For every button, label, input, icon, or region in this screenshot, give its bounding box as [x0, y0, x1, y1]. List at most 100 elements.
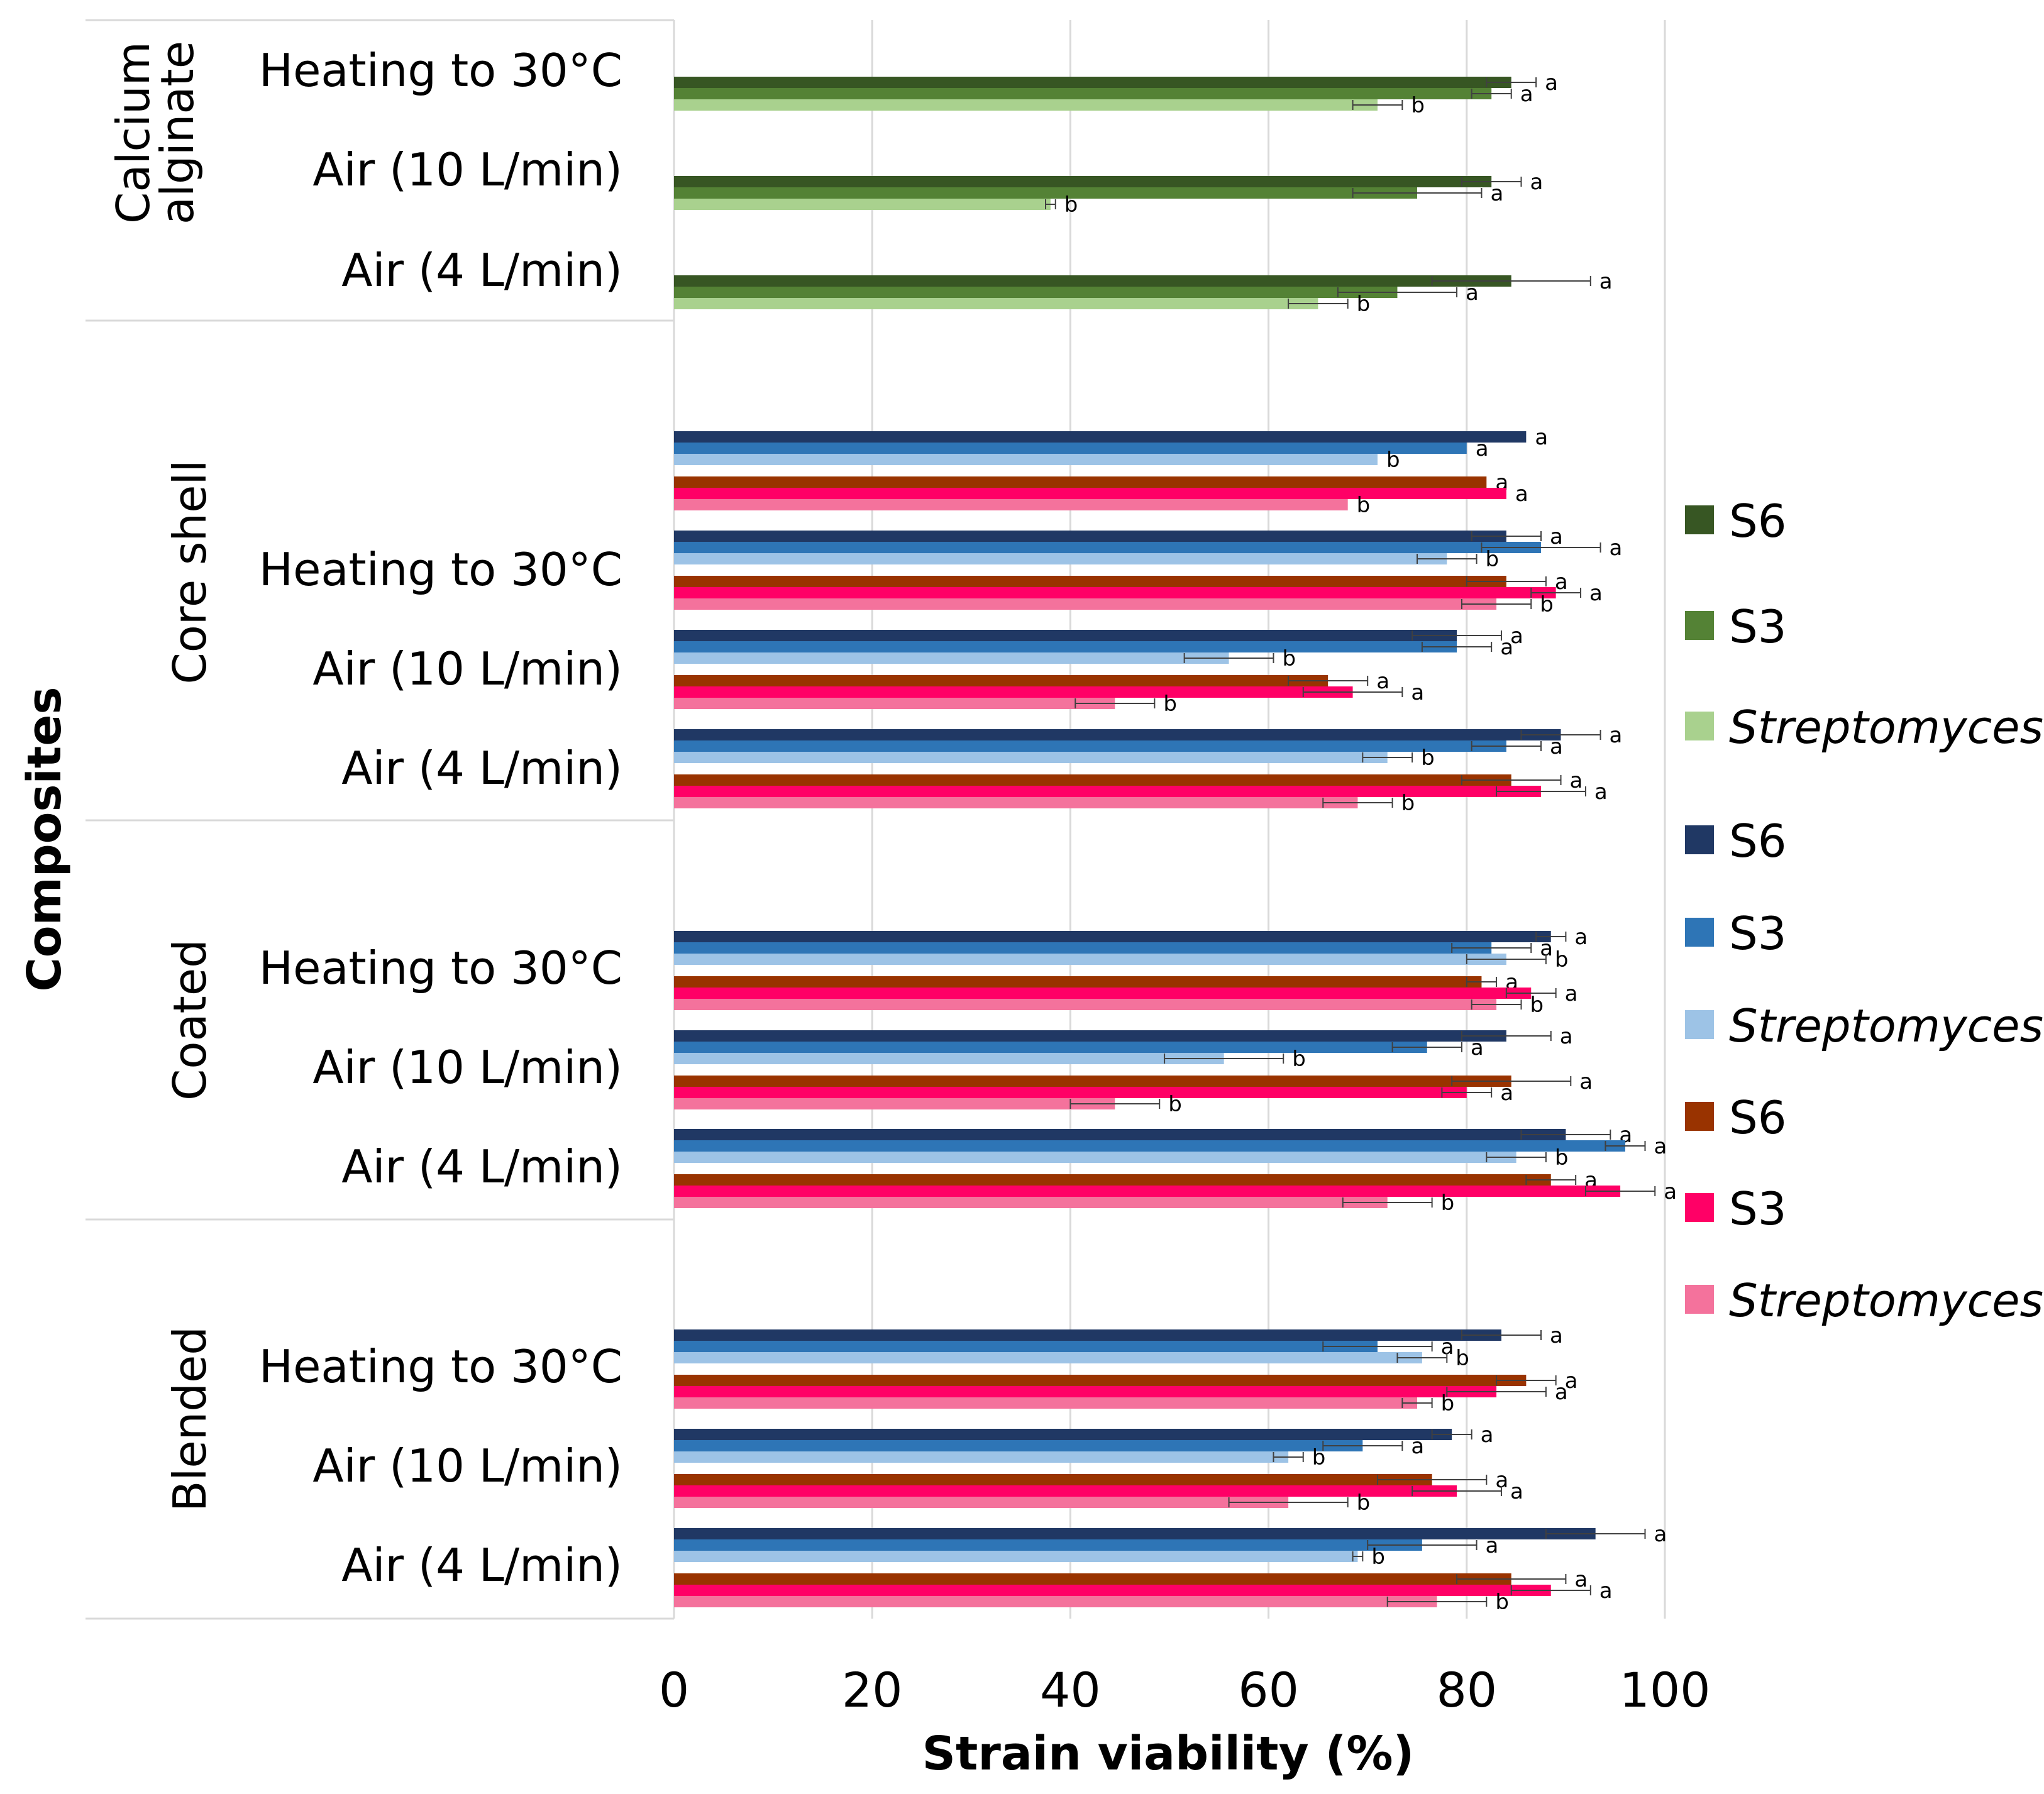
category-label: Heating to 30°C: [259, 942, 622, 994]
significance-label: b: [1357, 1490, 1371, 1516]
bar: [674, 1440, 1363, 1451]
bar: [674, 698, 1115, 709]
significance-label: b: [1282, 646, 1296, 671]
bar: [674, 443, 1467, 454]
significance-label: a: [1466, 280, 1479, 305]
bar: [674, 686, 1353, 698]
bar: [674, 1140, 1625, 1152]
bar: [674, 1573, 1511, 1585]
bar: [674, 630, 1457, 641]
significance-label: a: [1664, 1179, 1677, 1204]
bar: [674, 1528, 1596, 1539]
bar: [674, 675, 1329, 686]
bar: [674, 298, 1318, 309]
bar: [674, 1497, 1289, 1508]
significance-label: b: [1495, 1590, 1509, 1615]
bar: [674, 88, 1492, 99]
bar: [674, 199, 1051, 210]
significance-label: a: [1471, 1035, 1484, 1060]
bar: [674, 729, 1561, 740]
significance-label: a: [1500, 1081, 1513, 1106]
category-label: Air (10 L/min): [312, 642, 622, 695]
category-label: Air (4 L/min): [341, 1140, 622, 1193]
bar: [674, 1375, 1527, 1386]
bar: [674, 942, 1492, 954]
significance-label: a: [1555, 1380, 1568, 1405]
significance-label: b: [1357, 292, 1371, 317]
bar: [674, 752, 1388, 763]
bar: [674, 287, 1398, 298]
legend-swatch: [1685, 918, 1714, 947]
significance-label: a: [1495, 1468, 1508, 1493]
x-tick-label: 100: [1619, 1662, 1710, 1718]
bar: [674, 1341, 1378, 1352]
bar: [674, 176, 1492, 187]
group-label: Calcium: [107, 41, 160, 224]
significance-label: a: [1540, 936, 1553, 961]
bar: [674, 1551, 1358, 1562]
bar: [674, 553, 1447, 564]
legend-swatch: [1685, 825, 1714, 854]
group-label: Coated: [163, 939, 216, 1101]
x-tick-label: 80: [1436, 1662, 1497, 1718]
bar: [674, 1485, 1457, 1497]
bar: [674, 652, 1229, 664]
significance-label: a: [1565, 1368, 1578, 1394]
significance-label: a: [1500, 635, 1513, 660]
category-label: Air (4 L/min): [341, 1539, 622, 1592]
bar: [674, 1197, 1388, 1208]
bar: [674, 1386, 1497, 1397]
legend-swatch: [1685, 1102, 1714, 1131]
bar: [674, 1030, 1506, 1042]
bar: [674, 774, 1511, 786]
significance-label: b: [1371, 1544, 1385, 1570]
significance-label: a: [1599, 269, 1613, 294]
bar: [674, 499, 1348, 510]
significance-label: b: [1441, 1391, 1455, 1416]
significance-label: a: [1476, 436, 1489, 461]
significance-label: a: [1481, 1423, 1494, 1448]
bar: [674, 454, 1378, 465]
bar: [674, 1539, 1422, 1551]
bar: [674, 1042, 1427, 1053]
bar: [674, 931, 1551, 942]
significance-label: a: [1560, 1024, 1573, 1049]
significance-label: a: [1376, 669, 1389, 694]
bar: [674, 1596, 1437, 1607]
bar: [674, 1474, 1432, 1485]
bar: [674, 1129, 1566, 1140]
bar: [674, 187, 1417, 199]
x-axis: Composites 0 20 40 60 80 100 Strain viability (…: [18, 686, 1711, 1781]
x-tick-label: 60: [1238, 1662, 1299, 1718]
significance-label: b: [1401, 791, 1415, 816]
group-label: Blended: [163, 1326, 216, 1512]
bar: [674, 542, 1541, 553]
legend-swatch: [1685, 505, 1714, 534]
bar: [674, 1451, 1289, 1463]
bar: [674, 576, 1506, 587]
significance-label: b: [1411, 93, 1425, 118]
significance-label: b: [1064, 192, 1078, 217]
significance-label: a: [1510, 624, 1523, 649]
legend-swatch: [1685, 1010, 1714, 1039]
significance-label: a: [1520, 82, 1533, 107]
significance-label: b: [1441, 1191, 1455, 1216]
bar: [674, 740, 1506, 752]
bar: [674, 954, 1506, 965]
category-labels: Heating to 30°C Air (10 L/min) Air (4 L/mi…: [107, 41, 622, 1592]
significance-label: b: [1530, 993, 1544, 1018]
bar: [674, 476, 1487, 488]
group-label: alginate: [151, 41, 204, 224]
significance-label: a: [1550, 524, 1563, 549]
legend-label: Streptomyces: [1729, 1274, 2043, 1327]
bar: [674, 1329, 1501, 1341]
significance-label: b: [1312, 1445, 1326, 1470]
significance-label: b: [1555, 1145, 1569, 1170]
legend: S6 S3 Streptomyces S6 S3 Streptomyces S6 S3 Stre…: [1685, 495, 2043, 1327]
significance-label: a: [1486, 1533, 1499, 1558]
legend-swatch: [1685, 611, 1714, 640]
bar: [674, 999, 1497, 1010]
legend-label: S6: [1729, 1091, 1787, 1144]
